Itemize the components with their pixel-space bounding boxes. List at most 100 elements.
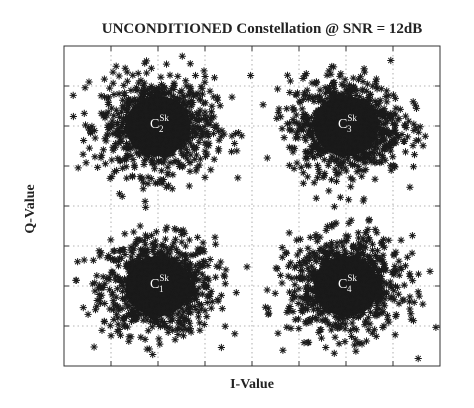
data-point bbox=[300, 339, 308, 347]
data-point bbox=[336, 253, 345, 261]
data-point bbox=[135, 149, 143, 157]
data-point bbox=[232, 289, 240, 297]
data-point bbox=[383, 311, 392, 319]
data-point bbox=[206, 114, 214, 122]
data-point bbox=[320, 255, 328, 263]
data-point bbox=[328, 223, 336, 231]
data-point bbox=[324, 318, 332, 326]
data-point bbox=[365, 114, 373, 122]
data-point bbox=[89, 256, 98, 264]
data-point bbox=[322, 343, 330, 352]
data-point bbox=[195, 138, 203, 146]
data-point bbox=[342, 249, 350, 257]
data-point bbox=[405, 117, 413, 125]
data-point bbox=[186, 60, 194, 68]
data-point bbox=[334, 121, 342, 130]
data-point bbox=[150, 152, 158, 160]
data-point bbox=[137, 333, 145, 341]
data-point bbox=[332, 88, 340, 97]
data-point bbox=[144, 180, 152, 188]
data-point bbox=[361, 123, 369, 131]
data-point bbox=[159, 153, 167, 161]
data-point bbox=[390, 250, 398, 258]
data-point bbox=[406, 270, 414, 278]
data-point bbox=[387, 166, 395, 174]
data-point bbox=[136, 222, 144, 230]
data-point bbox=[274, 108, 282, 117]
data-point bbox=[357, 107, 365, 115]
data-point bbox=[374, 116, 382, 125]
data-point bbox=[379, 323, 387, 332]
data-point bbox=[313, 150, 321, 159]
data-point bbox=[208, 102, 216, 110]
data-point bbox=[293, 89, 302, 97]
data-point bbox=[167, 276, 175, 285]
data-point bbox=[149, 350, 157, 359]
data-point bbox=[377, 85, 385, 93]
data-point bbox=[209, 130, 218, 138]
data-point bbox=[164, 328, 172, 336]
data-point bbox=[131, 96, 140, 105]
data-point bbox=[357, 147, 365, 156]
data-point bbox=[166, 246, 174, 254]
data-point bbox=[321, 297, 330, 305]
data-point bbox=[153, 249, 161, 257]
data-point bbox=[139, 185, 147, 193]
data-point bbox=[339, 158, 347, 166]
data-point bbox=[379, 260, 387, 268]
data-point bbox=[315, 169, 323, 177]
data-point bbox=[128, 172, 136, 180]
data-point bbox=[304, 294, 312, 303]
data-point bbox=[144, 94, 152, 103]
data-point bbox=[364, 80, 372, 88]
data-point bbox=[364, 252, 372, 260]
data-point bbox=[195, 259, 203, 267]
data-point bbox=[151, 237, 159, 245]
data-point bbox=[295, 285, 303, 293]
data-point bbox=[365, 255, 373, 263]
data-point bbox=[158, 144, 166, 152]
data-point bbox=[336, 99, 344, 108]
data-point bbox=[395, 300, 403, 308]
data-point bbox=[304, 121, 312, 130]
data-point bbox=[104, 108, 112, 116]
data-point bbox=[156, 286, 164, 294]
data-point bbox=[186, 260, 195, 268]
data-point bbox=[340, 124, 348, 132]
data-point bbox=[337, 164, 345, 172]
data-point bbox=[86, 126, 94, 134]
data-point bbox=[201, 147, 209, 155]
data-point bbox=[157, 254, 166, 262]
data-point bbox=[331, 128, 339, 136]
data-point bbox=[343, 237, 351, 245]
data-point bbox=[79, 304, 87, 312]
data-point bbox=[332, 259, 340, 267]
data-point bbox=[381, 295, 389, 303]
data-point bbox=[365, 326, 373, 334]
data-point bbox=[392, 311, 400, 319]
data-point bbox=[312, 313, 320, 322]
data-point bbox=[383, 87, 391, 95]
data-point bbox=[293, 159, 301, 167]
data-point bbox=[231, 139, 239, 148]
data-point bbox=[105, 126, 113, 134]
data-point bbox=[318, 271, 326, 280]
data-point bbox=[382, 289, 391, 297]
data-point bbox=[158, 298, 166, 306]
data-point bbox=[118, 118, 127, 126]
data-point bbox=[156, 135, 164, 143]
data-point bbox=[374, 299, 382, 307]
data-point bbox=[345, 100, 353, 109]
data-point bbox=[146, 90, 154, 98]
data-point bbox=[109, 256, 118, 264]
data-point bbox=[390, 287, 398, 295]
data-point bbox=[162, 296, 170, 304]
data-point bbox=[220, 271, 228, 279]
data-point bbox=[127, 253, 135, 261]
data-point bbox=[326, 100, 334, 108]
data-point bbox=[160, 101, 169, 109]
data-point bbox=[139, 82, 147, 90]
data-point bbox=[304, 273, 312, 281]
data-point bbox=[350, 115, 358, 123]
data-point bbox=[369, 136, 377, 144]
